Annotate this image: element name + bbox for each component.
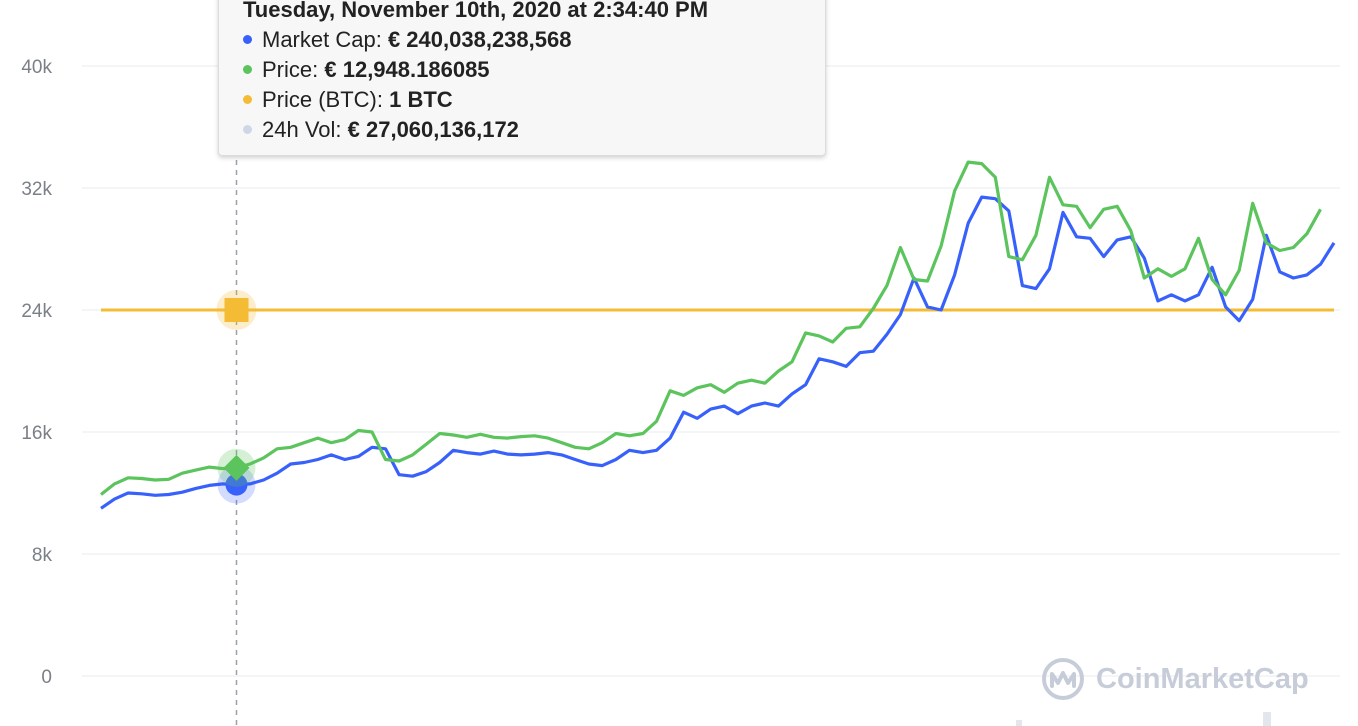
y-tick-label: 8k bbox=[32, 545, 53, 566]
tooltip-label: 24h Vol: bbox=[262, 117, 342, 142]
series-line-price bbox=[100, 160, 1322, 496]
tooltip-row-price-btc: Price (BTC): 1 BTC bbox=[243, 85, 825, 115]
y-tick-label: 0 bbox=[41, 667, 52, 688]
watermark-text: CoinMarketCap bbox=[1096, 662, 1309, 695]
series-line-market-cap bbox=[100, 195, 1336, 510]
coinmarketcap-watermark: CoinMarketCap bbox=[1040, 656, 1309, 702]
market-cap-hover-marker bbox=[225, 473, 248, 496]
tooltip-value: € 240,038,238,568 bbox=[387, 27, 572, 52]
price-btc-dot-icon bbox=[243, 94, 252, 104]
tooltip-row-market-cap: Market Cap: € 240,038,238,568 bbox=[243, 25, 825, 55]
tooltip-title: Tuesday, November 10th, 2020 at 2:34:40 … bbox=[243, 0, 709, 22]
volume-dot-icon bbox=[243, 124, 252, 134]
market-cap-dot-icon bbox=[243, 34, 252, 44]
y-tick-label: 40k bbox=[21, 57, 52, 78]
tooltip-row-volume: 24h Vol: € 27,060,136,172 bbox=[243, 115, 825, 145]
price-dot-icon bbox=[243, 64, 252, 74]
volume-bar-stub bbox=[1016, 720, 1022, 726]
series-lines bbox=[100, 160, 1336, 510]
tooltip-row-price: Price: € 12,948.186085 bbox=[243, 55, 825, 85]
tooltip-label: Price: bbox=[262, 57, 319, 82]
tooltip-value: € 12,948.186085 bbox=[324, 57, 490, 82]
hover-markers bbox=[216, 290, 257, 504]
y-tick-label: 16k bbox=[21, 423, 52, 444]
y-tick-label: 32k bbox=[21, 179, 52, 200]
tooltip-label: Market Cap: bbox=[262, 27, 382, 52]
coinmarketcap-logo-icon bbox=[1042, 658, 1084, 700]
price-hover-marker bbox=[223, 454, 250, 481]
tooltip-label: Price (BTC): bbox=[262, 87, 383, 112]
tooltip-value: 1 BTC bbox=[389, 87, 453, 112]
hover-tooltip: Tuesday, November 10th, 2020 at 2:34:40 … bbox=[218, 0, 826, 156]
grid-lines bbox=[82, 65, 1340, 677]
y-axis-labels: 0 8k 16k 24k 32k 40k bbox=[21, 57, 52, 688]
tooltip-value: € 27,060,136,172 bbox=[347, 117, 519, 142]
price-btc-hover-marker bbox=[224, 298, 249, 322]
y-tick-label: 24k bbox=[21, 301, 52, 322]
volume-bar-stub bbox=[1263, 712, 1271, 726]
